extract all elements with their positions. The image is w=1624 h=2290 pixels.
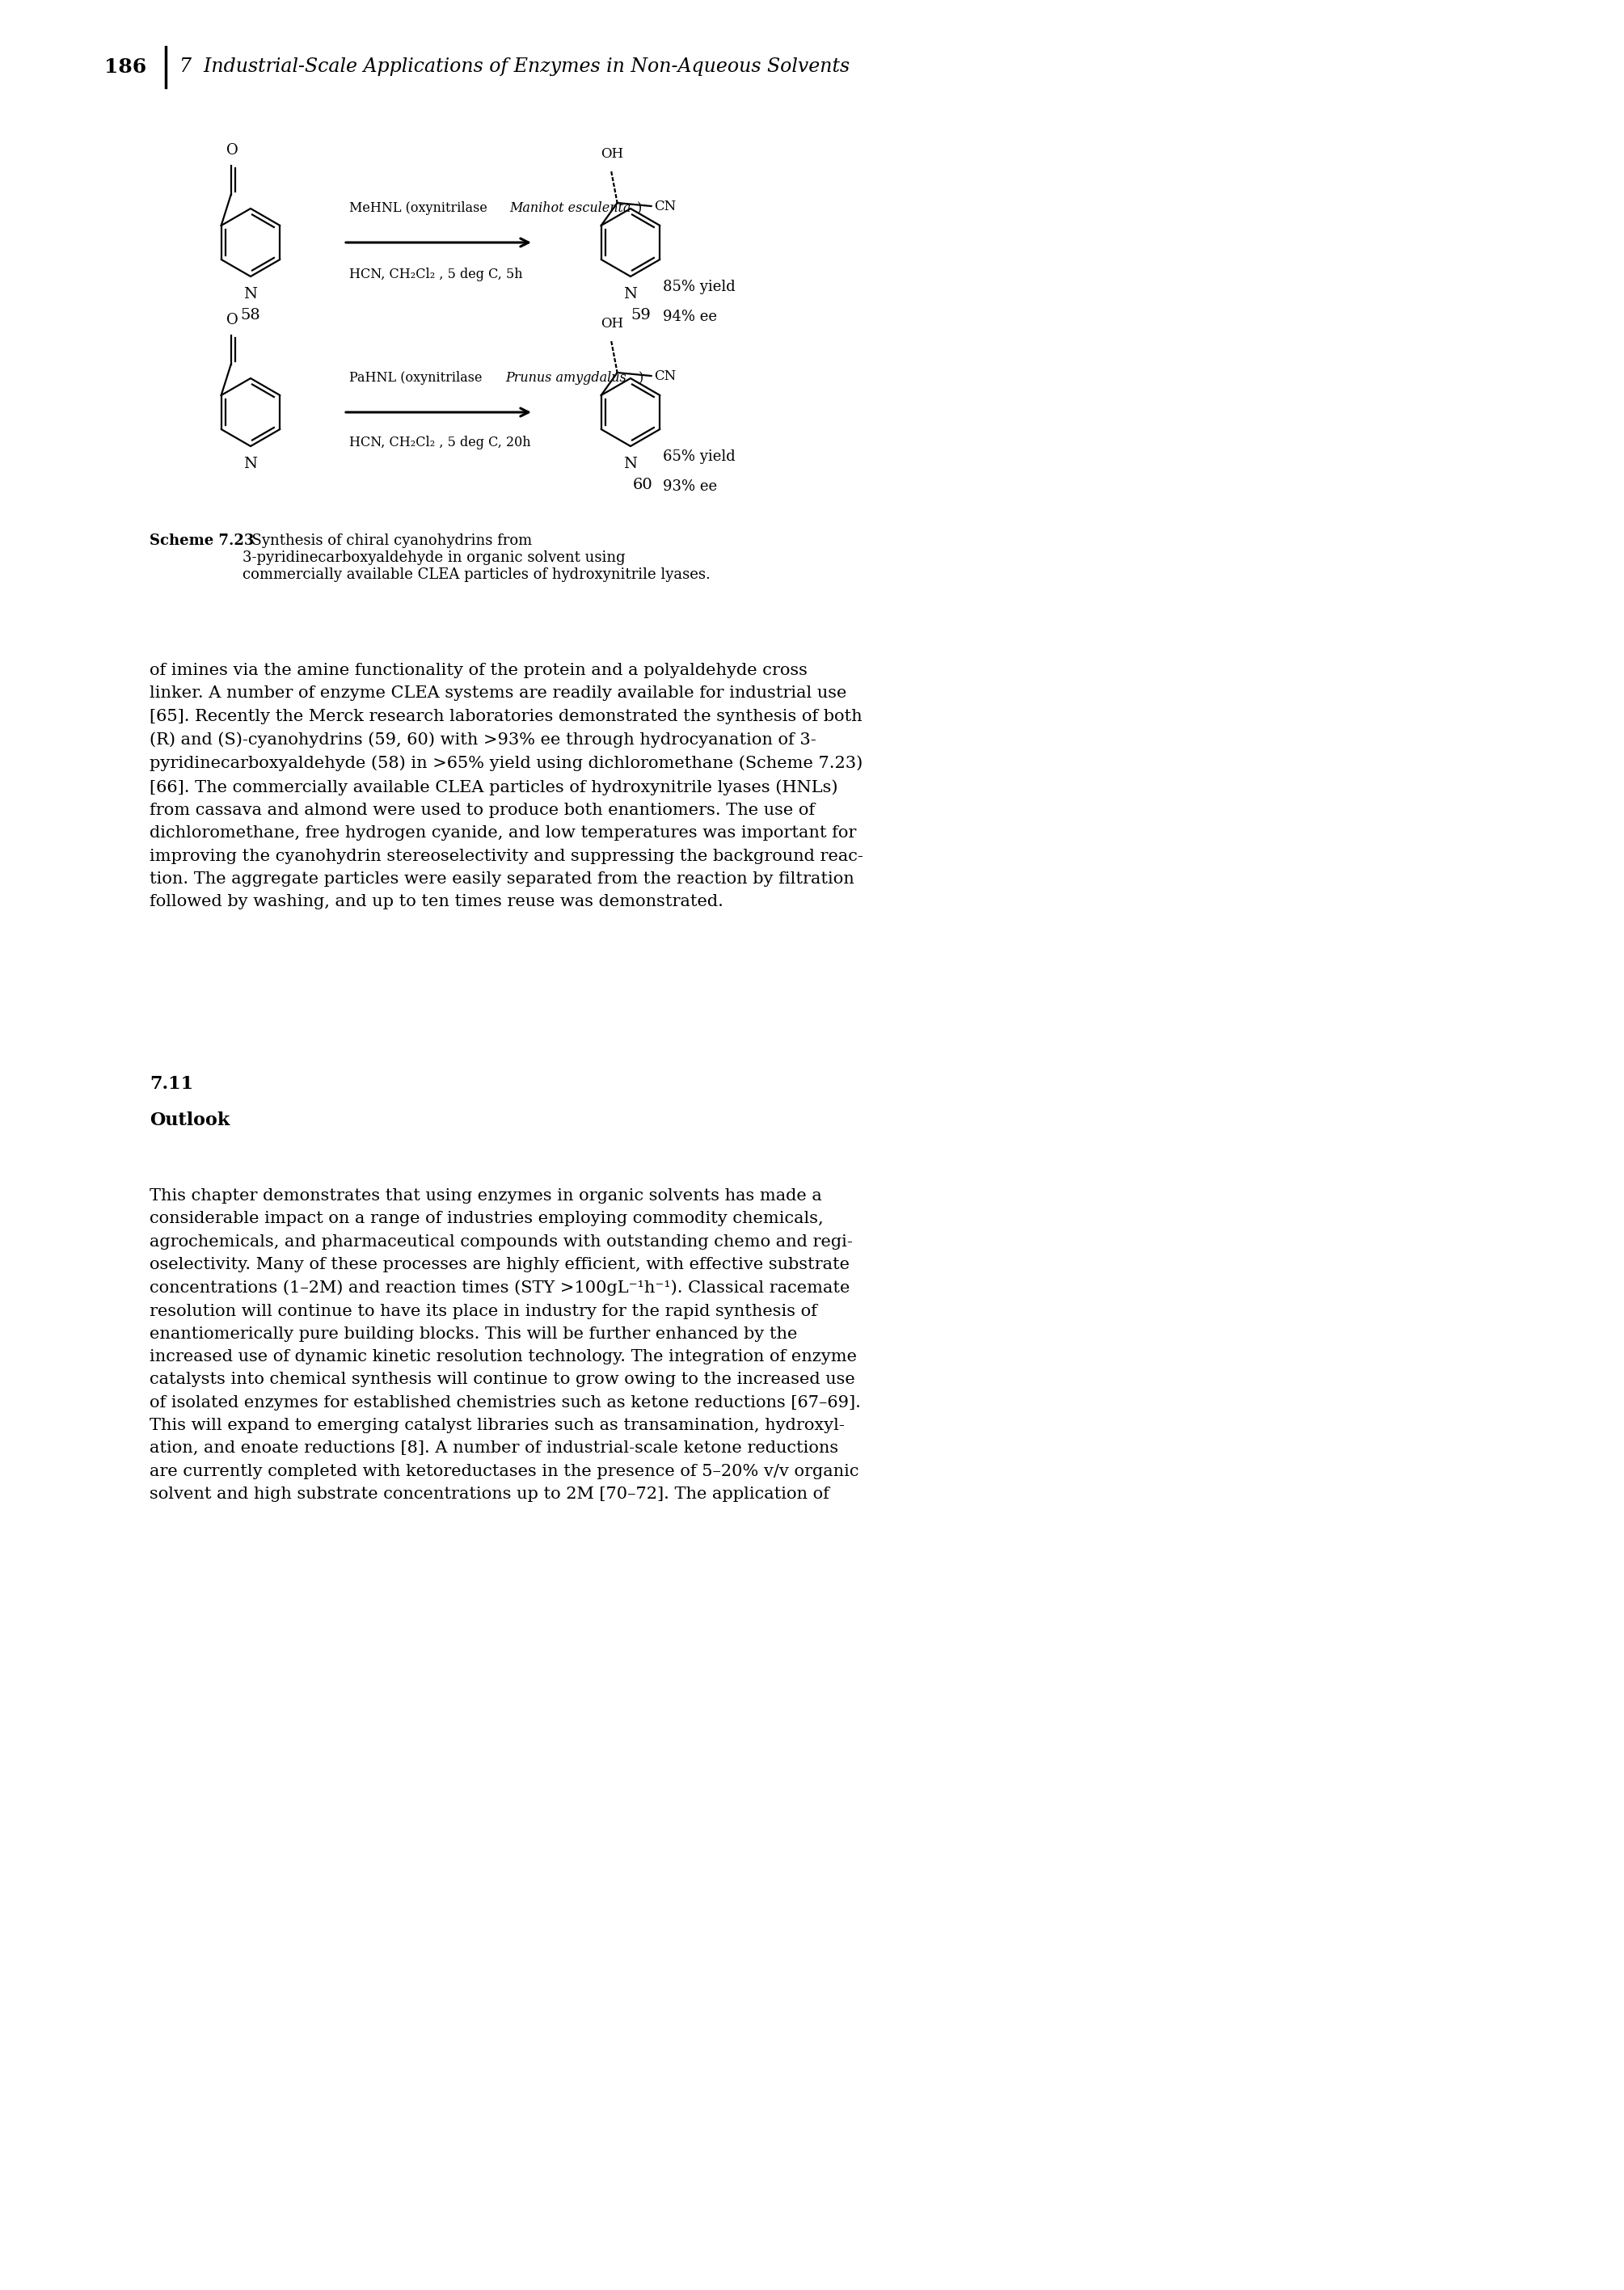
Text: 58: 58 [240, 307, 260, 323]
Text: N: N [624, 456, 637, 472]
Text: HCN, CH₂Cl₂ , 5 deg C, 5h: HCN, CH₂Cl₂ , 5 deg C, 5h [349, 268, 523, 282]
Text: O: O [226, 142, 239, 158]
Text: OH: OH [601, 316, 624, 330]
Text: ): ) [637, 202, 641, 215]
Text: CN: CN [654, 369, 676, 382]
Text: N: N [244, 286, 258, 302]
Text: Synthesis of chiral cyanohydrins from
3-pyridinecarboxyaldehyde in organic solve: Synthesis of chiral cyanohydrins from 3-… [242, 534, 710, 582]
Text: N: N [624, 286, 637, 302]
Text: N: N [244, 456, 258, 472]
Text: OH: OH [601, 147, 624, 160]
Text: CN: CN [654, 199, 676, 213]
Text: HCN, CH₂Cl₂ , 5 deg C, 20h: HCN, CH₂Cl₂ , 5 deg C, 20h [349, 435, 531, 449]
Text: 60: 60 [633, 479, 653, 492]
Text: Prunus amygdalus: Prunus amygdalus [505, 371, 627, 385]
Text: This chapter demonstrates that using enzymes in organic solvents has made a
cons: This chapter demonstrates that using enz… [149, 1189, 861, 1502]
Text: 59: 59 [630, 307, 651, 323]
Text: of imines via the amine functionality of the protein and a polyaldehyde cross
li: of imines via the amine functionality of… [149, 662, 864, 909]
Text: Scheme 7.23: Scheme 7.23 [149, 534, 253, 547]
Text: Manihot esculenta: Manihot esculenta [510, 202, 630, 215]
Text: ): ) [638, 371, 643, 385]
Text: PaHNL (oxynitrilase: PaHNL (oxynitrilase [349, 371, 486, 385]
Text: 65% yield: 65% yield [663, 449, 736, 465]
Text: 186: 186 [104, 57, 146, 78]
Text: O: O [226, 314, 239, 327]
Text: 93% ee: 93% ee [663, 479, 718, 495]
Text: 7  Industrial-Scale Applications of Enzymes in Non-Aqueous Solvents: 7 Industrial-Scale Applications of Enzym… [180, 57, 849, 76]
Text: Outlook: Outlook [149, 1111, 229, 1129]
Text: 94% ee: 94% ee [663, 309, 718, 325]
Text: 85% yield: 85% yield [663, 279, 736, 293]
Text: MeHNL (oxynitrilase: MeHNL (oxynitrilase [349, 202, 492, 215]
Text: 7.11: 7.11 [149, 1074, 193, 1092]
